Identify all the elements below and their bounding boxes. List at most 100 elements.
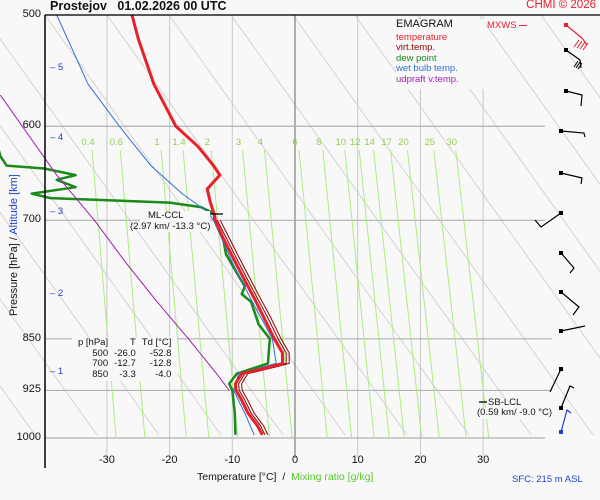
altitude-tick-label: – 3 [50, 205, 64, 217]
temp-tick-label: -20 [161, 454, 178, 466]
x-label-sep: / [276, 471, 292, 483]
cell: 500 [92, 347, 109, 359]
wind-barb-feather [579, 41, 586, 50]
wind-barb-shaft [560, 130, 586, 138]
legend-item: wet bulb temp. [396, 63, 458, 74]
wind-barb-shaft [565, 90, 583, 107]
altitude-tick-label: – 4 [50, 132, 64, 144]
dry-adiabat [168, 14, 470, 436]
series-temperature [130, 14, 284, 436]
mixing-ratio-label: 0.4 [81, 137, 95, 148]
sb-lcl-title: SB-LCL [488, 397, 522, 408]
legend-item: temperature [396, 31, 448, 43]
mixing-ratio-label: 0.6 [109, 137, 123, 148]
wind-barb-shaft [560, 172, 583, 185]
mixing-ratio-label: 30 [446, 137, 458, 148]
wind-barb [559, 325, 586, 333]
sb-lcl-value-box: (0.59 km/ -9.0 °C) [477, 407, 553, 419]
wind-barbs [534, 23, 589, 434]
wind-barb-shaft [560, 408, 572, 433]
surface-elevation: SFC: 215 m ASL [512, 474, 583, 485]
datetime: 01.02.2026 00 UTC [117, 0, 227, 13]
mixing-ratio-label: 6 [292, 137, 298, 148]
altitude-tick-label: – 5 [50, 61, 64, 73]
mxws-label: MXWS [487, 20, 528, 31]
x-label-mixing: Mixing ratio [g/kg] [291, 471, 374, 483]
mixing-ratio-line [390, 149, 423, 439]
sb-lcl-value: (0.59 km/ -9.0 °C) [477, 407, 553, 418]
grid-layer [0, 14, 600, 458]
series-udpraft-v-temp- [0, 94, 230, 391]
mixing-ratio-line [182, 149, 210, 439]
mixing-ratio-label: 2 [204, 137, 210, 148]
wind-barb [564, 23, 589, 51]
temp-tick-label: 30 [476, 454, 490, 466]
mixing-ratio-line [119, 149, 146, 439]
mixing-ratio-label: 1.4 [172, 137, 186, 148]
dry-adiabat [292, 14, 594, 436]
series-virt-temp- [216, 220, 287, 436]
wind-barb [559, 408, 572, 434]
mixing-ratio-line [298, 149, 328, 439]
wind-barb-shaft [560, 325, 586, 332]
temp-tick-label: -10 [224, 454, 241, 466]
dry-adiabat [540, 14, 600, 99]
wind-barb-feather [582, 42, 589, 51]
wind-barb [564, 48, 583, 70]
th-t: T [129, 337, 136, 348]
cell: -52.8 [149, 347, 172, 359]
mixing-ratio-line [433, 149, 467, 439]
y-label-altitude: Altitude [km] [8, 174, 20, 235]
series-layer [0, 14, 290, 436]
table-row: 850 -3.3 -4.0 [75, 368, 174, 381]
cell: 700 [92, 358, 109, 369]
wind-barb [559, 251, 575, 274]
altitude-tick-label: – 1 [50, 365, 64, 377]
ml-ccl-title: ML-CCL [148, 210, 184, 221]
cell: -3.3 [119, 368, 136, 380]
table-row: 500 -26.0 -52.8 [75, 347, 174, 360]
legend-item: udpraft v.temp. [396, 73, 459, 85]
th-td: Td [°C] [141, 337, 172, 348]
pressure-tick-label: 850 [22, 331, 41, 344]
mxws-text: MXWS [487, 20, 517, 31]
temp-tick-label: 20 [414, 454, 427, 466]
mixing-ratio-line [242, 149, 271, 439]
altitude-tick-label: – 2 [50, 288, 64, 300]
mixing-ratio-label: 4 [257, 137, 264, 148]
wind-barb [559, 129, 586, 138]
cell: -12.8 [149, 358, 172, 369]
pressure-tick-label: 600 [22, 119, 41, 132]
mixing-ratio-line [264, 149, 293, 439]
x-axis-label: Temperature [°C] / Mixing ratio [g/kg] [197, 471, 373, 483]
pressure-tick-label: 925 [22, 383, 41, 396]
ml-ccl-value: (2.97 km/ -13.3 °C) [130, 220, 211, 232]
dry-adiabat [106, 14, 408, 436]
wind-barb-shaft [565, 24, 588, 46]
chart-title: Prostejov 01.02.2026 00 UTC [50, 0, 227, 13]
mixing-ratio-label: 14 [364, 137, 375, 148]
th-p: p [hPa] [78, 337, 109, 348]
station-name: Prostejov [50, 0, 107, 13]
mixing-ratio-label: 8 [316, 137, 322, 148]
dry-adiabat [0, 298, 98, 436]
table-row: 700 -12.7 -12.8 [75, 358, 174, 370]
mixing-ratio-line [373, 149, 405, 439]
y-label-pressure: Pressure [hPa] [8, 243, 20, 316]
wind-barb-feather [575, 61, 581, 69]
mixing-ratio-line [344, 149, 375, 439]
table-header: p [hPa] T Td [°C] [75, 337, 174, 349]
wind-barb-shaft [534, 212, 562, 228]
legend-item: dew point [396, 52, 437, 64]
mixing-ratio-label: 17 [381, 137, 392, 148]
mixing-ratio-line [455, 149, 490, 439]
pressure-tick-label: 1000 [16, 431, 41, 443]
wind-barb [534, 211, 563, 228]
mixing-ratio-label: 25 [424, 137, 436, 148]
wind-barb-shaft [560, 385, 575, 409]
wind-barb-shaft [549, 368, 562, 393]
mixing-ratio-line [91, 149, 117, 439]
pressure-tick-label: 700 [22, 213, 41, 226]
sb-lcl-annotation: SB-LCL [488, 397, 522, 409]
